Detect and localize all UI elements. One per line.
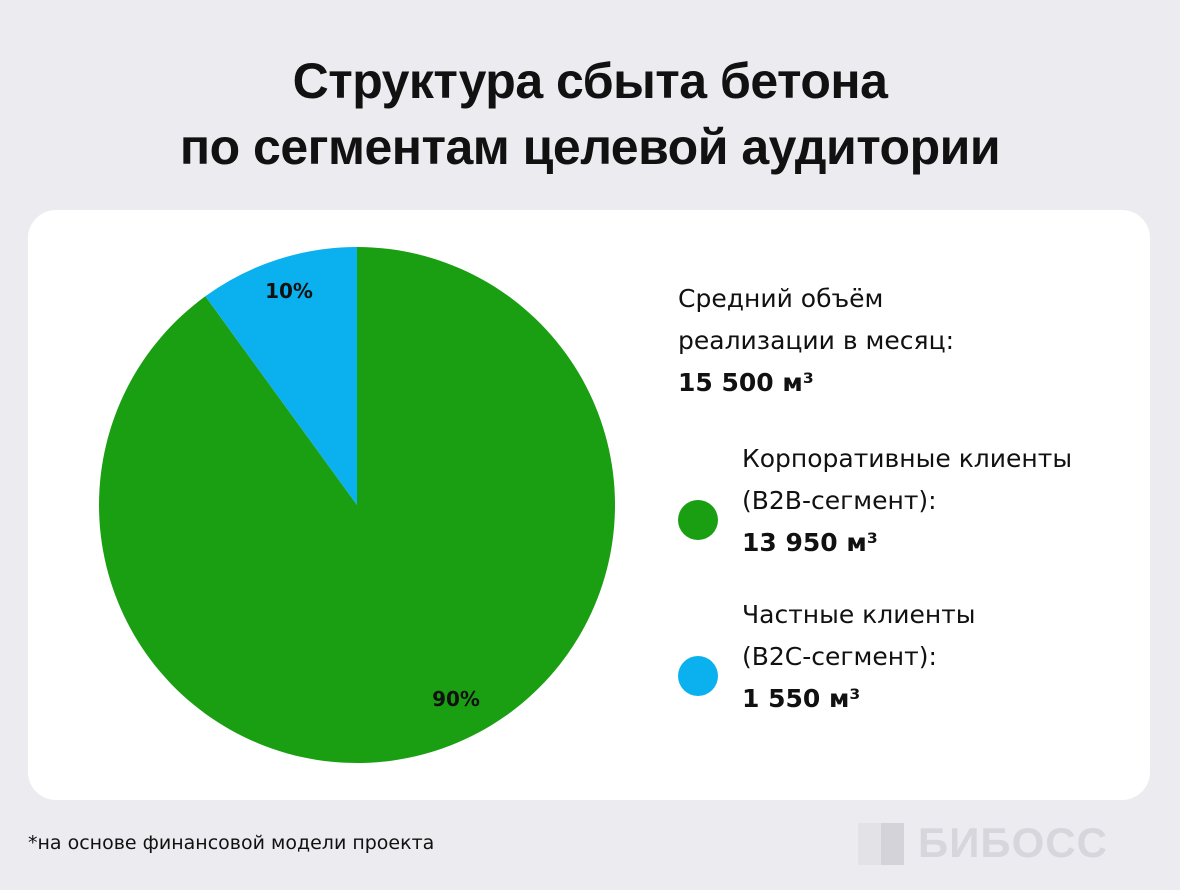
legend-b2c-line-2: (B2C-сегмент): — [742, 642, 937, 671]
footnote: *на основе финансовой модели проекта — [28, 832, 435, 854]
chart-title-line-2: по сегментам целевой аудитории — [179, 119, 1001, 175]
legend-text-b2c: Частные клиенты (B2C-сегмент): 1 550 м³ — [742, 594, 1142, 720]
average-volume-value: 15 500 м³ — [678, 368, 814, 397]
brand-logo: БИБОСС — [858, 820, 1158, 866]
chart-title-line-1: Структура сбыта бетона — [292, 53, 888, 109]
brand-logo-text: БИБОСС — [918, 819, 1108, 866]
legend-b2b-line-1: Корпоративные клиенты — [742, 444, 1073, 473]
chart-card: 90% 10% Средний объём реализации в месяц:… — [28, 210, 1150, 800]
legend-dot-b2c-icon — [678, 656, 718, 696]
pie-label-b2c: 10% — [265, 279, 313, 303]
pie-slice-b2c — [205, 247, 357, 505]
pie-slice-b2b — [98, 247, 615, 763]
average-volume-label-line-1: Средний объём — [678, 284, 884, 313]
brand-mark-icon — [858, 823, 904, 865]
legend-b2c-value: 1 550 м³ — [742, 684, 861, 713]
pie-label-b2b: 90% — [432, 687, 480, 711]
legend-b2b-line-2: (B2B-сегмент): — [742, 486, 937, 515]
legend-dot-b2b-icon — [678, 500, 718, 540]
legend-b2c-line-1: Частные клиенты — [742, 600, 976, 629]
legend-text-b2b: Корпоративные клиенты (B2B-сегмент): 13 … — [742, 438, 1142, 564]
chart-title: Структура сбыта бетона по сегментам целе… — [0, 48, 1180, 180]
average-volume-label-line-2: реализации в месяц: — [678, 326, 955, 355]
average-volume-block: Средний объём реализации в месяц: 15 500… — [678, 278, 1118, 404]
legend-b2b-value: 13 950 м³ — [742, 528, 878, 557]
pie-chart: 90% 10% — [98, 247, 615, 763]
